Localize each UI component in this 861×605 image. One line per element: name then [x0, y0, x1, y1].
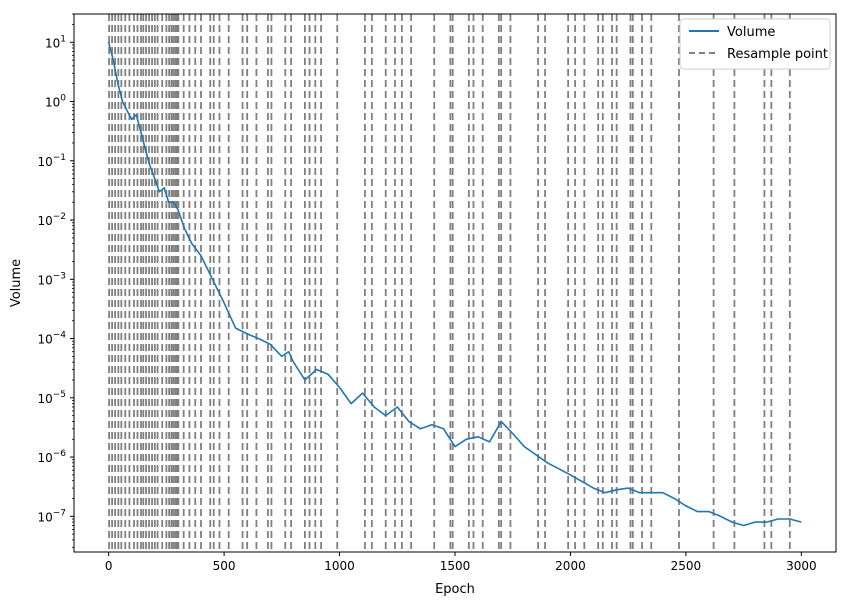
y-tick-label-5: 10−2	[37, 212, 66, 228]
y-axis-label: Volume	[9, 259, 24, 307]
legend-volume-label: Volume	[727, 25, 775, 40]
x-tick-label-2: 1000	[324, 559, 355, 573]
y-tick-label-8: 101	[45, 34, 66, 50]
plot-frame	[73, 13, 837, 553]
y-tick-label-1: 10−6	[37, 449, 66, 465]
y-tick-label-6: 10−1	[37, 153, 66, 169]
x-axis-label: Epoch	[435, 582, 475, 597]
volume-series-line	[107, 42, 802, 527]
y-tick-label-7: 100	[45, 94, 66, 110]
x-tick-label-0: 0	[105, 559, 113, 573]
legend: Volume Resample point	[679, 18, 831, 70]
y-tick-label-0: 10−7	[37, 508, 66, 524]
x-tick-label-6: 3000	[786, 559, 817, 573]
resample-lines	[108, 14, 791, 552]
x-tick-label-4: 2000	[555, 559, 586, 573]
y-tick-label-4: 10−3	[37, 271, 66, 287]
y-tick-label-2: 10−5	[37, 390, 66, 406]
x-tick-label-3: 1500	[440, 559, 471, 573]
y-axis-ticks: 10−7 10−6 10−5 10−4 10−3 10−2 10−1 100 101	[37, 13, 74, 548]
series-layer	[107, 42, 802, 527]
legend-resample-label: Resample point	[727, 47, 828, 62]
x-tick-label-5: 2500	[671, 559, 702, 573]
x-axis-ticks: 0 500 1000 1500 2000 2500 3000	[105, 552, 817, 573]
x-tick-label-1: 500	[213, 559, 236, 573]
y-tick-label-3: 10−4	[37, 331, 66, 347]
